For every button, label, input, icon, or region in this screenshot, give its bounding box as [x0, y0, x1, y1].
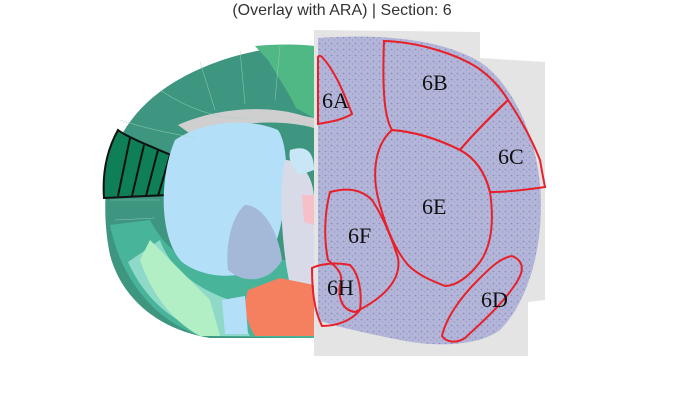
region-label-6H: 6H	[327, 275, 354, 300]
outline-6H[interactable]	[310, 262, 362, 328]
atlas-hypothalamus	[245, 278, 314, 336]
atlas-thalamus	[281, 160, 314, 285]
atlas-gridlines	[110, 45, 281, 221]
nissl-tissue	[318, 36, 541, 345]
outline-6C[interactable]	[458, 98, 547, 194]
nissl-section	[314, 30, 545, 356]
outline-6A[interactable]	[317, 54, 354, 126]
region-label-6E: 6E	[422, 194, 446, 219]
outline-6F[interactable]	[324, 188, 400, 314]
atlas-highlight-subdivisions	[117, 137, 171, 197]
region-labels: 6A 6B 6C 6D 6E 6F 6H	[322, 70, 524, 312]
atlas-small-pink	[302, 195, 314, 225]
region-label-6A: 6A	[322, 88, 349, 113]
atlas-hemisphere	[102, 44, 314, 339]
region-outlines	[310, 39, 547, 343]
outline-6E[interactable]	[374, 128, 493, 288]
atlas-cortex-upper-green	[255, 44, 314, 118]
atlas-fiber-tract	[289, 148, 314, 175]
atlas-striatum	[227, 205, 282, 280]
region-label-6D: 6D	[481, 287, 508, 312]
outline-6D[interactable]	[440, 254, 523, 343]
region-label-6F: 6F	[348, 223, 371, 248]
atlas-light-green-patch	[140, 240, 220, 336]
region-label-6C: 6C	[498, 144, 524, 169]
atlas-small-blue	[222, 296, 248, 334]
region-label-6B: 6B	[422, 70, 448, 95]
figure-title: (Overlay with ARA) | Section: 6	[232, 2, 452, 19]
